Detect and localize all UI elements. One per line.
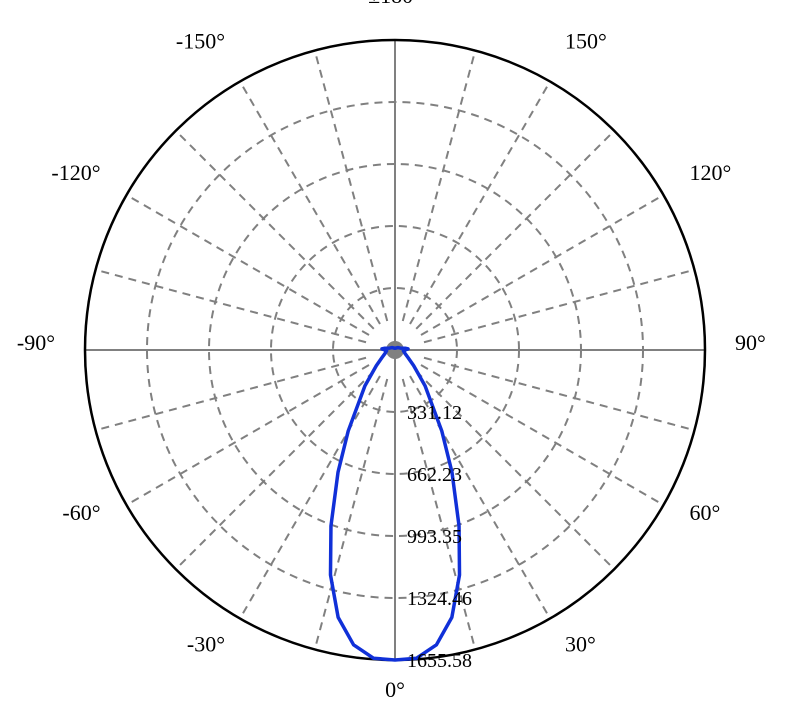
- hub-dot: [386, 341, 404, 359]
- angle-label: -150°: [176, 29, 225, 54]
- angle-label: -60°: [62, 500, 100, 525]
- angle-label: 30°: [565, 631, 596, 656]
- angle-label: -30°: [187, 631, 225, 656]
- angle-label: 90°: [735, 330, 766, 355]
- angle-label: ±180°: [368, 0, 422, 8]
- ring-label: 331.12: [407, 402, 462, 424]
- angle-label: 120°: [689, 160, 731, 185]
- angle-label: 60°: [689, 500, 720, 525]
- polar-chart: 331.12 662.23 993.35 1324.46 1655.580° 30° 60°…: [0, 0, 791, 709]
- ring-label: 1324.46: [407, 588, 472, 610]
- angle-label: -120°: [51, 160, 100, 185]
- angle-label: 150°: [565, 29, 607, 54]
- angle-label: -90°: [17, 330, 55, 355]
- ring-label: 662.23: [407, 464, 462, 486]
- ring-label: 993.35: [407, 526, 462, 548]
- ring-label: 1655.58: [407, 650, 472, 672]
- angle-label: 0°: [385, 677, 405, 702]
